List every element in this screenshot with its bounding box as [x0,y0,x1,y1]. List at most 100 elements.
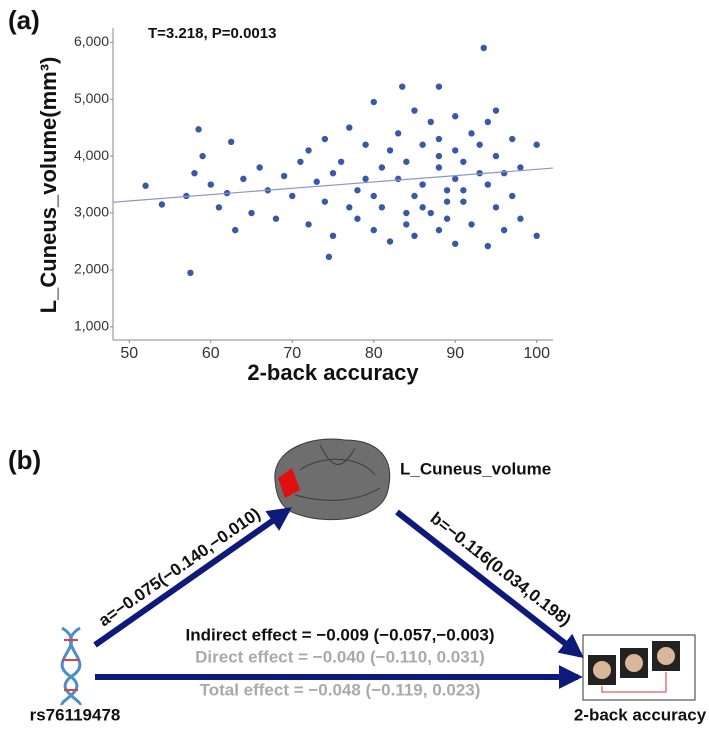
point [460,198,467,205]
point [227,138,235,146]
point [460,187,467,194]
point [305,221,312,228]
x-tick-label: 100 [523,345,550,362]
point [484,181,492,188]
y-tick-label: 6,000 [74,33,109,49]
point [435,152,443,160]
x-tick-label: 60 [202,345,220,362]
point [427,209,434,217]
effect-label: Indirect effect = −0.009 (−0.057,−0.003) [185,625,494,644]
point [427,118,434,126]
panel-label: (a) [8,5,40,35]
point [346,124,353,131]
point [329,232,337,240]
point [313,178,320,185]
point [468,130,475,137]
y-tick-label: 2,000 [74,261,109,277]
arrow-a [93,507,292,648]
point [435,226,443,234]
point [484,118,492,126]
point [435,164,443,171]
point [232,226,239,234]
point [492,204,500,211]
point [289,192,296,200]
node-label: rs76119478 [30,705,121,724]
point [370,192,377,200]
x-tick-label: 80 [365,345,383,362]
path-label: a=−0.075(−0.140,−0.010) [95,504,264,630]
x-axis-label: 2-back accuracy [247,360,419,385]
point [248,209,255,217]
point [370,98,377,106]
point [386,238,394,245]
point [443,187,451,194]
point [362,141,369,148]
point [419,181,426,188]
point [325,253,333,261]
point [346,204,353,211]
point [378,164,386,171]
point [492,152,500,160]
point [517,215,524,222]
point [142,182,149,189]
point [452,147,459,154]
dna-icon [60,626,82,707]
y-tick-label: 3,000 [74,204,109,220]
point [272,215,280,222]
point [321,198,329,205]
point [533,141,540,148]
point [480,44,487,52]
point [500,169,508,177]
point [195,126,202,133]
point [215,204,223,211]
point [399,83,406,90]
point [321,135,329,143]
point [452,113,459,120]
point [394,175,402,183]
y-tick-label: 4,000 [74,147,109,163]
point [533,232,540,240]
brain-image [274,438,391,521]
point [435,135,443,143]
point [419,204,426,211]
point [329,169,337,177]
point [452,175,459,183]
point [419,141,426,148]
arrow-b [395,509,584,658]
point [362,175,369,183]
x-tick-label: 90 [446,345,464,362]
point [394,130,402,137]
point [370,226,377,234]
x-tick-label: 70 [283,345,301,362]
point [484,242,492,250]
point [435,83,443,90]
y-axis-label: L_Cuneus_volume(mm³) [36,57,61,314]
point [468,221,475,228]
point [354,187,361,194]
point [443,215,451,222]
point [305,147,312,154]
annotation: T=3.218, P=0.0013 [148,25,276,42]
x-tick-label: 50 [120,345,138,362]
point [411,192,418,200]
point [256,164,263,171]
effect-label: Total effect = −0.048 (−0.119, 0.023) [200,680,481,699]
node-label: L_Cuneus_volume [400,459,551,478]
point [378,204,386,211]
trend-line [112,167,554,203]
point [191,169,198,177]
point [452,240,459,247]
panel-label: (b) [8,445,41,475]
point [158,201,166,208]
point [403,209,410,217]
point [403,221,410,228]
point [460,158,467,165]
point [337,158,345,165]
y-tick-label: 1,000 [74,318,109,334]
point [280,172,288,180]
point [492,107,500,114]
y-tick-label: 5,000 [74,90,109,106]
point [509,192,516,200]
point [517,164,524,171]
